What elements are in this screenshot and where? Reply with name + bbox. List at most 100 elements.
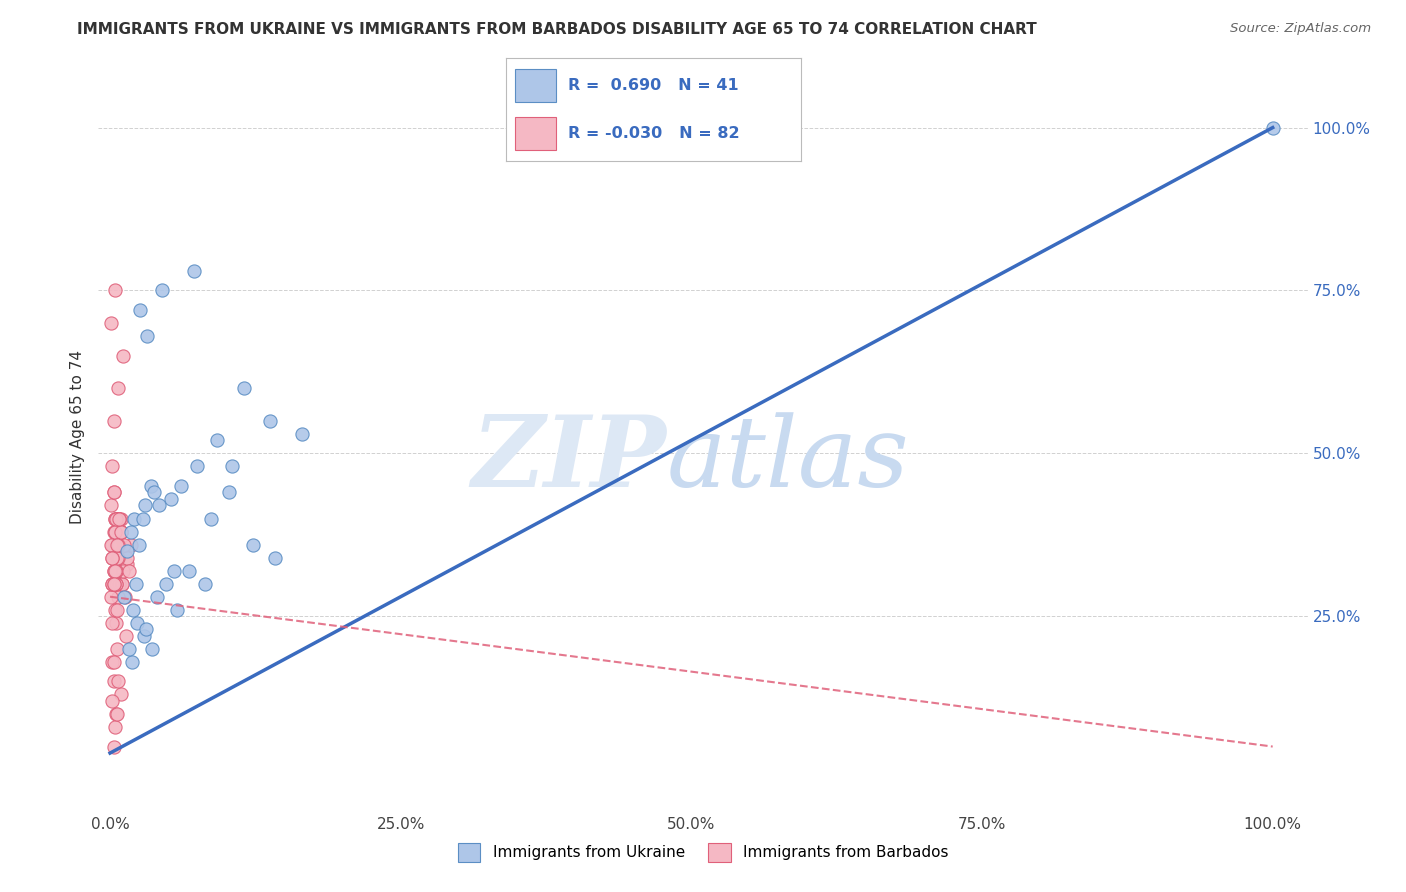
Point [111, 349, 134, 363]
Point [150, 284, 173, 298]
Point [124, 576, 146, 591]
Point [104, 564, 127, 578]
Point [166, 603, 188, 617]
Point [107, 550, 129, 565]
Point [101, 576, 124, 591]
Point [103, 739, 125, 754]
Point [163, 564, 186, 578]
Point [120, 524, 142, 539]
Point [103, 564, 125, 578]
Point [104, 603, 127, 617]
Point [205, 434, 228, 448]
Point [104, 564, 127, 578]
Point [104, 538, 127, 552]
Point [108, 550, 131, 565]
Point [101, 655, 124, 669]
Point [100, 590, 122, 604]
Point [134, 499, 156, 513]
Point [104, 720, 127, 734]
Point [107, 538, 129, 552]
Point [136, 329, 159, 343]
Point [291, 426, 314, 441]
Point [186, 459, 208, 474]
Text: R = -0.030   N = 82: R = -0.030 N = 82 [568, 127, 740, 142]
Text: ZIP: ZIP [472, 411, 666, 508]
Point [101, 538, 124, 552]
Point [103, 485, 125, 500]
Point [105, 538, 128, 552]
Point [104, 511, 127, 525]
Point [104, 564, 127, 578]
Point [264, 550, 287, 565]
Point [103, 576, 125, 591]
Point [141, 641, 163, 656]
Point [110, 524, 132, 539]
Point [104, 284, 127, 298]
Point [101, 550, 124, 565]
Point [135, 622, 157, 636]
Point [103, 414, 125, 428]
Point [112, 590, 135, 604]
Text: atlas: atlas [666, 412, 910, 508]
Point [107, 538, 129, 552]
Point [115, 629, 138, 643]
Point [100, 538, 122, 552]
Point [103, 524, 125, 539]
Point [101, 615, 124, 630]
Point [1261, 120, 1284, 135]
Bar [515, 118, 557, 150]
Point [108, 511, 131, 525]
Point [259, 414, 281, 428]
Point [148, 499, 170, 513]
Point [108, 576, 131, 591]
Point [221, 459, 243, 474]
Point [108, 538, 131, 552]
Point [128, 538, 150, 552]
Point [110, 524, 132, 539]
Point [105, 641, 128, 656]
Point [100, 499, 122, 513]
Point [139, 479, 162, 493]
Point [103, 674, 125, 689]
Text: Source: ZipAtlas.com: Source: ZipAtlas.com [1230, 22, 1371, 36]
Point [118, 641, 141, 656]
Legend: Immigrants from Ukraine, Immigrants from Barbados: Immigrants from Ukraine, Immigrants from… [451, 837, 955, 868]
Point [110, 688, 132, 702]
Y-axis label: Disability Age 65 to 74: Disability Age 65 to 74 [70, 350, 86, 524]
Point [110, 511, 132, 525]
Point [131, 511, 153, 525]
Point [105, 706, 128, 721]
Point [170, 479, 193, 493]
Point [104, 511, 127, 525]
Point [179, 564, 201, 578]
Point [183, 264, 205, 278]
Point [112, 538, 135, 552]
Point [108, 511, 131, 525]
Point [117, 557, 139, 571]
Point [105, 603, 128, 617]
Point [129, 303, 152, 318]
Point [120, 538, 142, 552]
Point [107, 381, 129, 395]
Point [105, 550, 128, 565]
Point [107, 590, 129, 604]
Point [104, 576, 127, 591]
Point [118, 564, 141, 578]
Point [124, 511, 146, 525]
Point [103, 564, 125, 578]
Point [104, 576, 127, 591]
Point [104, 524, 127, 539]
Point [117, 550, 139, 565]
Point [218, 485, 240, 500]
Point [107, 674, 129, 689]
Point [232, 381, 254, 395]
Point [110, 524, 132, 539]
Point [103, 655, 125, 669]
Point [101, 576, 124, 591]
Point [111, 576, 134, 591]
Point [104, 615, 127, 630]
Bar [515, 70, 557, 102]
Point [101, 459, 124, 474]
Point [103, 485, 125, 500]
Point [121, 655, 143, 669]
